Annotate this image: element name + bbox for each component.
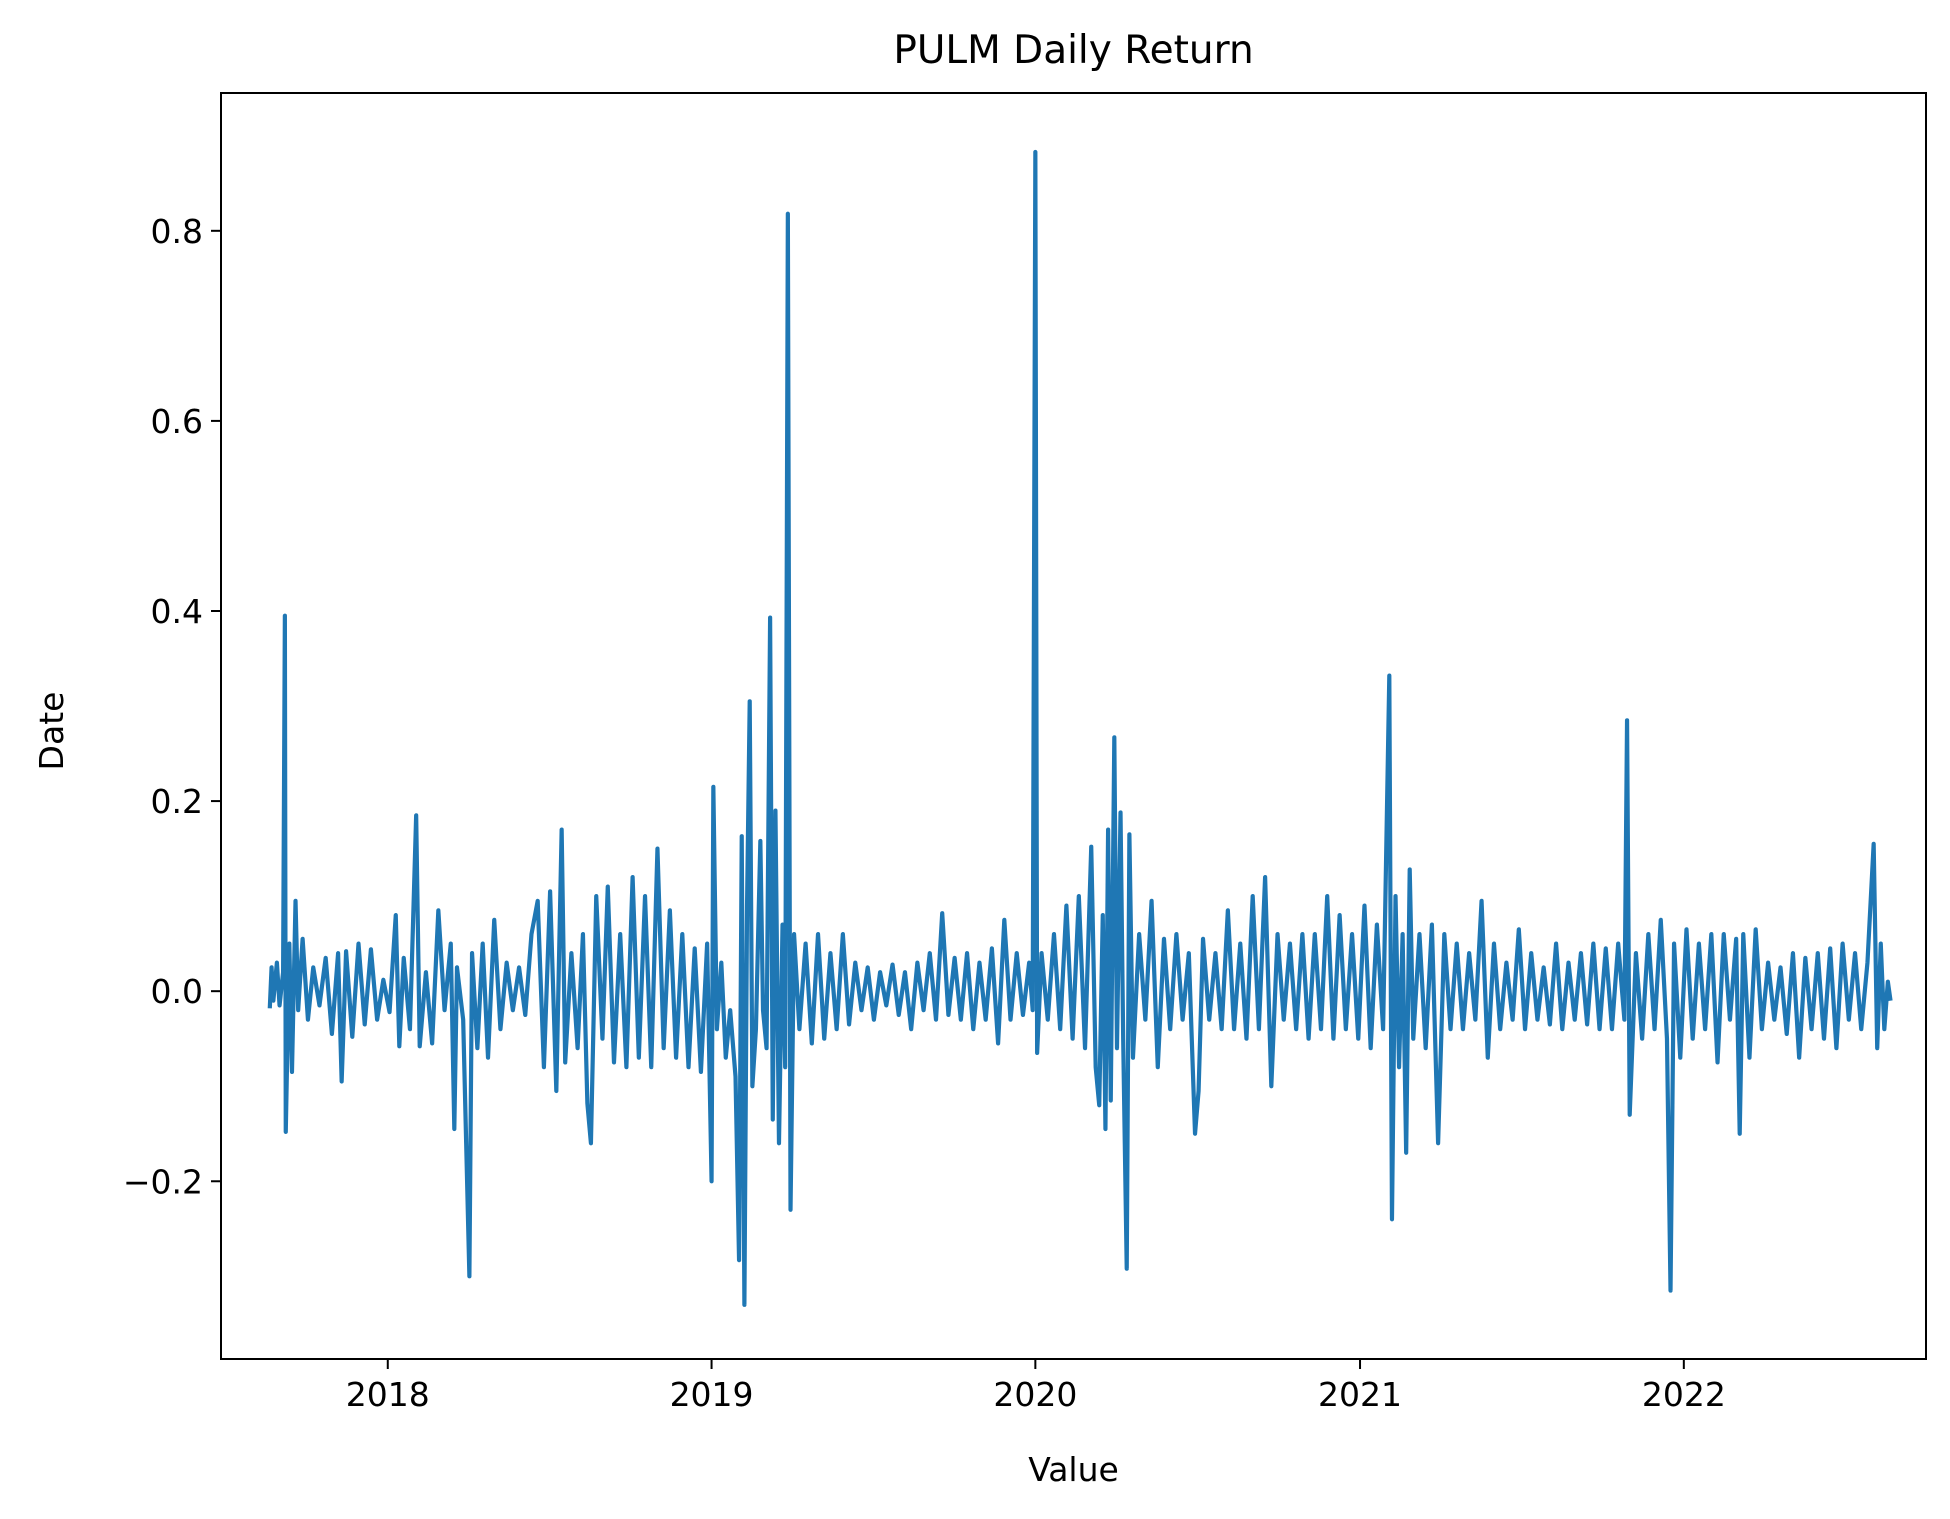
y-tick-label: 0.0 (151, 972, 203, 1011)
y-tick-label: 0.4 (151, 592, 203, 631)
x-tick-label: 2022 (1642, 1375, 1726, 1414)
x-axis-label: Value (1028, 1450, 1119, 1489)
y-tick-label: 0.8 (151, 212, 203, 251)
plot-area: 2018 2019 2020 2021 2022 −0.2 0.0 0.2 0.4 0.6 0.8 (123, 92, 1927, 1414)
x-tick-label: 2019 (670, 1375, 754, 1414)
y-tick-label: −0.2 (123, 1162, 203, 1201)
series-line-0 (267, 149, 1893, 1307)
y-tick-label: 0.2 (151, 782, 203, 821)
x-tick-label: 2018 (346, 1375, 430, 1414)
y-tick-label: 0.6 (151, 402, 203, 441)
y-axis-label: Date (32, 692, 71, 771)
x-tick-label: 2021 (1318, 1375, 1402, 1414)
x-tick-label: 2020 (993, 1375, 1077, 1414)
chart-title: PULM Daily Return (893, 28, 1253, 73)
plot-frame (220, 92, 1927, 1360)
